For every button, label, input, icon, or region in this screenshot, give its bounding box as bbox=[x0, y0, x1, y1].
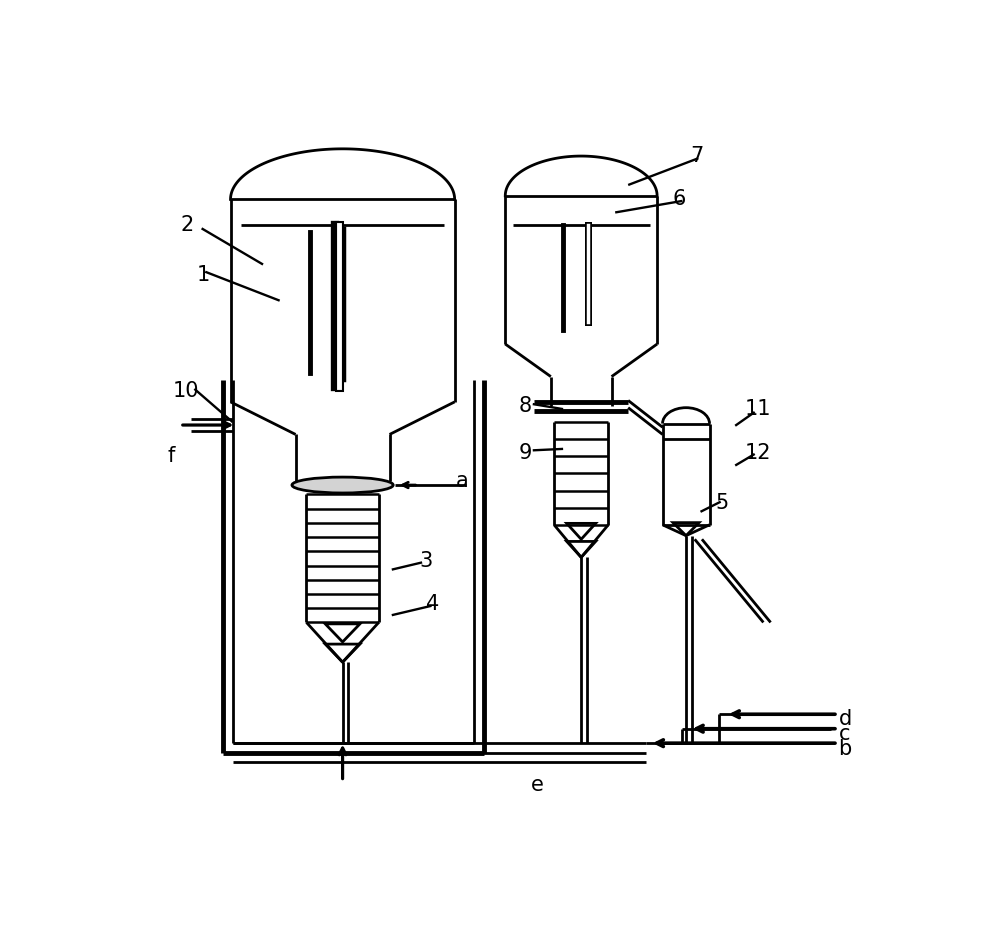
Text: a: a bbox=[456, 471, 468, 491]
Text: 3: 3 bbox=[419, 551, 432, 571]
Text: f: f bbox=[168, 446, 175, 466]
Text: 4: 4 bbox=[426, 594, 440, 614]
Text: 8: 8 bbox=[519, 395, 532, 415]
Text: 6: 6 bbox=[672, 190, 685, 209]
Text: 7: 7 bbox=[690, 146, 703, 166]
Text: 2: 2 bbox=[181, 215, 194, 235]
Text: b: b bbox=[838, 739, 852, 759]
Text: 9: 9 bbox=[519, 442, 532, 463]
Text: 5: 5 bbox=[716, 493, 729, 513]
Text: e: e bbox=[531, 775, 544, 795]
Text: c: c bbox=[839, 725, 851, 745]
Text: 1: 1 bbox=[197, 266, 210, 285]
Text: 12: 12 bbox=[745, 442, 772, 463]
Text: 10: 10 bbox=[172, 381, 199, 401]
Ellipse shape bbox=[292, 477, 393, 493]
Text: 11: 11 bbox=[745, 399, 772, 419]
Text: d: d bbox=[838, 709, 852, 729]
